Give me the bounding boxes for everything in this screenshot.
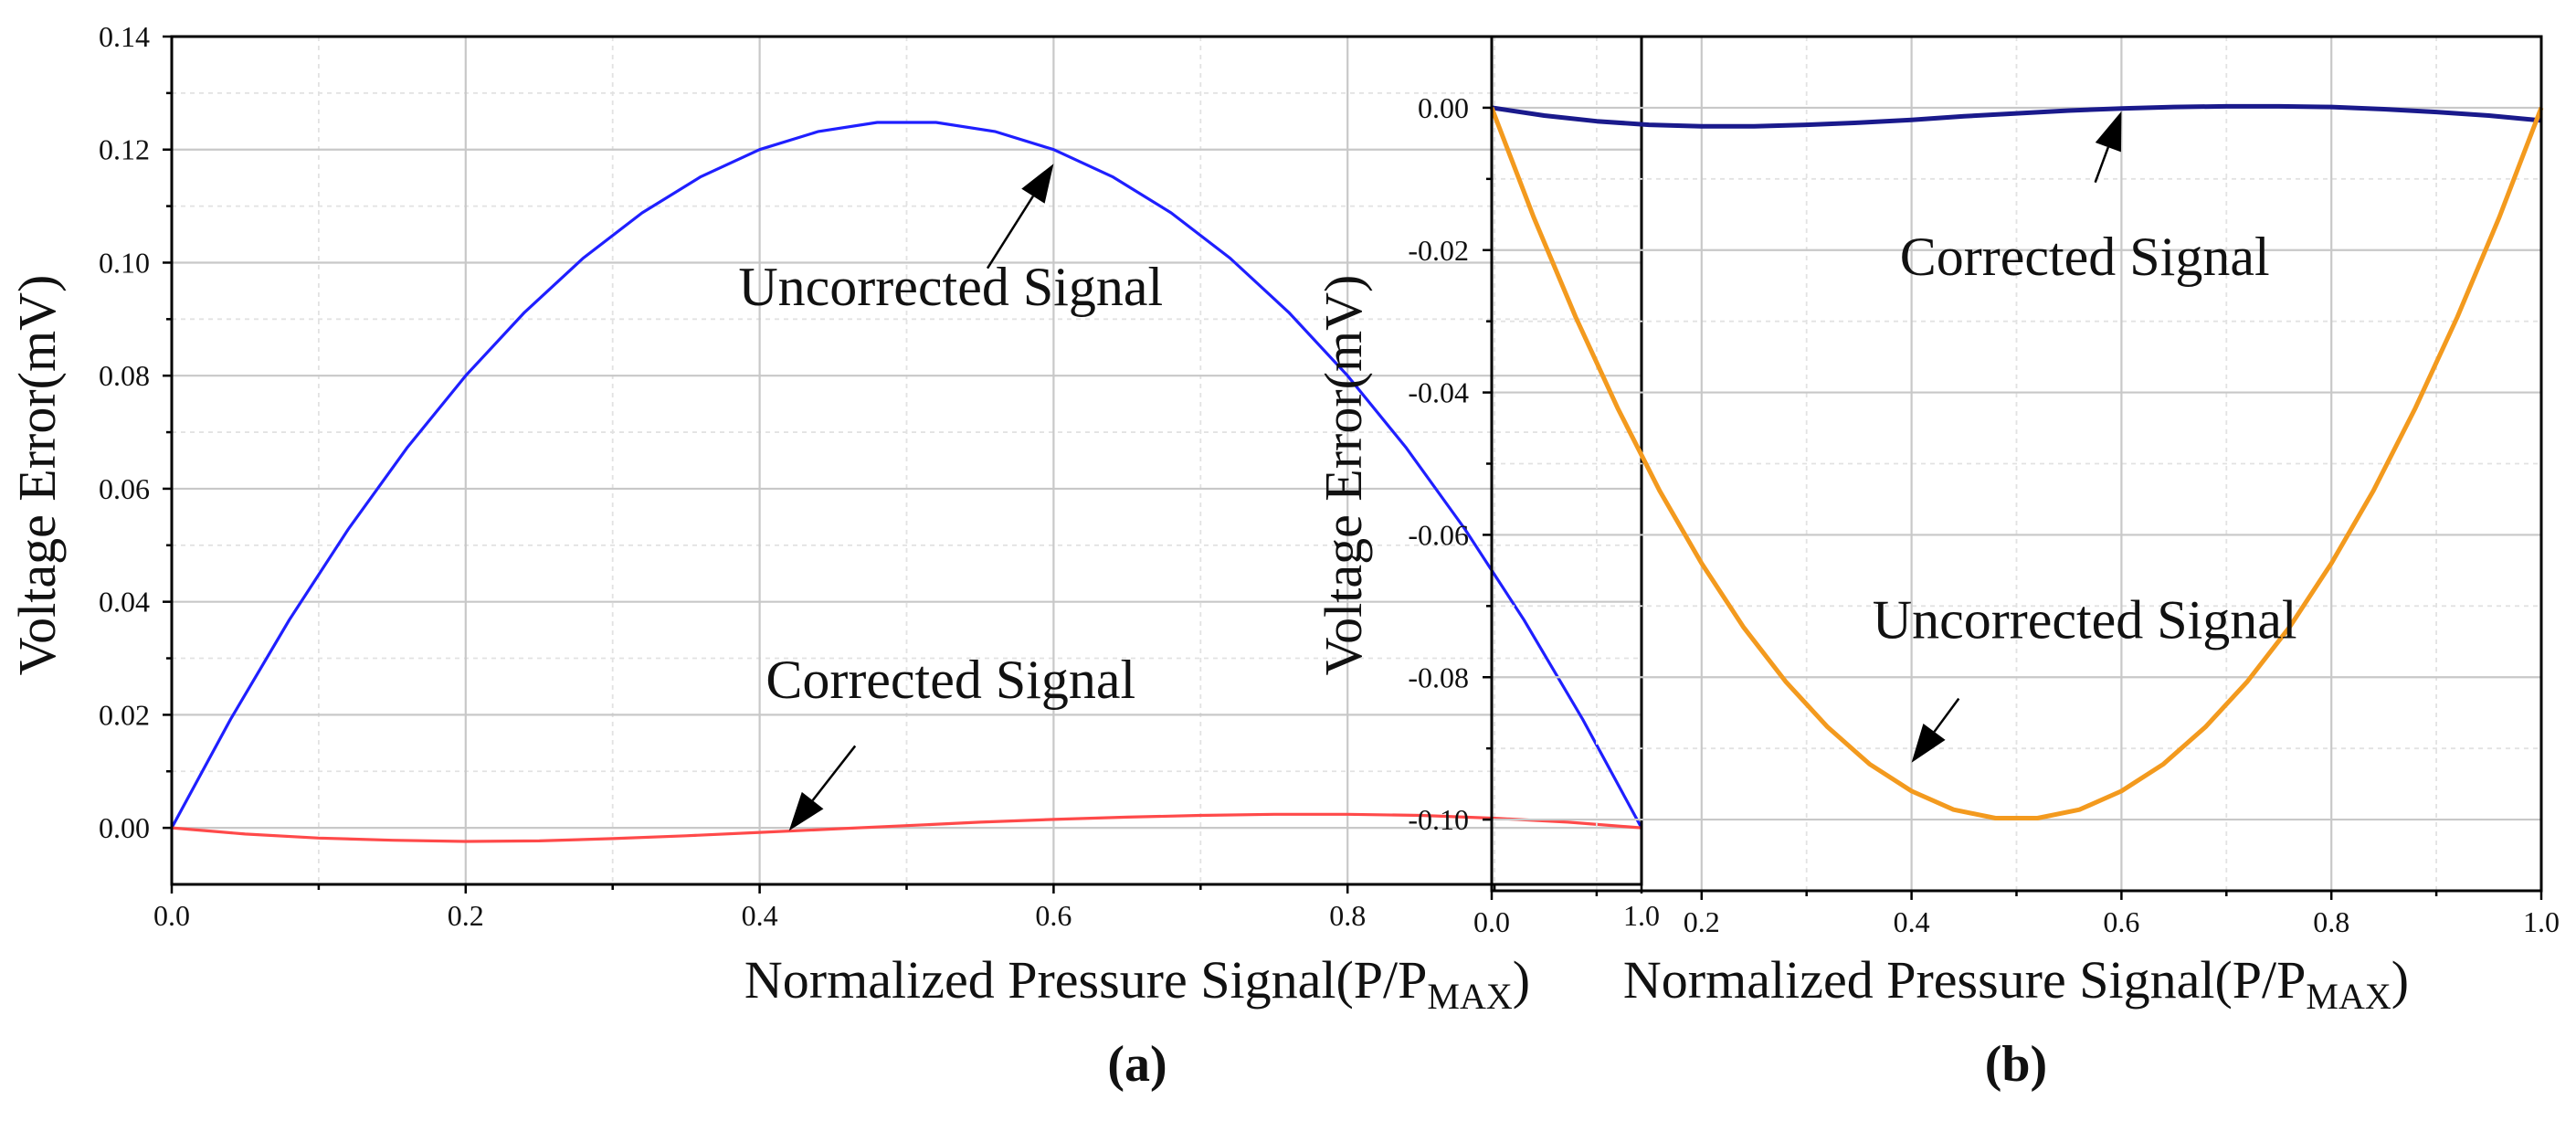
annotation-arrow-head [1911, 724, 1946, 763]
x-tick-label: 0.2 [448, 899, 484, 932]
y-tick-label: -0.08 [1408, 661, 1469, 693]
y-tick-label: 0.10 [99, 246, 150, 279]
annotation-corrected-signal: Corrected Signal [765, 650, 1135, 710]
y-tick-label: 0.12 [99, 133, 150, 166]
y-tick-label: -0.10 [1408, 803, 1469, 836]
y-tick-label: 0.00 [99, 811, 150, 844]
x-tick-label: 0.4 [1894, 905, 1930, 938]
y-tick-label: 0.14 [99, 20, 150, 53]
annotation-arrow-shaft [811, 745, 857, 801]
annotation-uncorrected-signal: Uncorrected Signal [1873, 589, 2297, 650]
x-tick-label: 1.0 [2523, 905, 2560, 938]
y-tick-label: -0.02 [1408, 234, 1469, 267]
annotation-corrected-signal: Corrected Signal [1900, 227, 2270, 287]
annotation-arrow-head [1021, 164, 1054, 204]
y-tick-label: -0.06 [1408, 518, 1469, 551]
x-tick-label: 0.6 [2103, 905, 2139, 938]
y-tick-label: 0.08 [99, 359, 150, 392]
y-tick-label: 0.02 [99, 698, 150, 731]
y-tick-label: 0.04 [99, 586, 150, 619]
chart-panel-b: 0.0 0.2 0.4 0.6 0.8 1.0 -0.10 -0.08 -0.06 -0.04 -0… [1314, 35, 2560, 1093]
y-tick-label: 0.00 [1418, 91, 1469, 124]
panel-label: (b) [1985, 1036, 2047, 1093]
x-tick-label: 1.0 [1623, 899, 1660, 932]
x-tick-label: 0.0 [153, 899, 190, 932]
x-axis-label: Normalized Pressure Signal(P/PMAX) [1623, 950, 2409, 1017]
x-tick-label: 0.8 [2313, 905, 2349, 938]
x-axis-label: Normalized Pressure Signal(P/PMAX) [744, 950, 1530, 1017]
y-tick-label: 0.06 [99, 472, 150, 505]
series-line-corrected-signal [1491, 103, 2542, 129]
annotation-arrow-shaft [986, 196, 1035, 270]
y-tick-label: -0.04 [1408, 376, 1469, 409]
panel-label: (a) [1107, 1036, 1167, 1093]
annotation-uncorrected-signal: Uncorrected Signal [738, 257, 1163, 317]
x-tick-label: 0.0 [1473, 905, 1510, 938]
annotation-arrow-shaft [2094, 146, 2110, 184]
series-line-uncorrected-signal [170, 121, 1643, 829]
x-tick-label: 0.4 [742, 899, 778, 932]
x-tick-label: 0.8 [1329, 899, 1366, 932]
annotation-arrow-shaft [1933, 697, 1960, 733]
chart-panel-a: 0.0 0.2 0.4 0.6 0.8 1.0 0.00 0.02 0.04 0.06 0.08 0.… [7, 20, 1660, 1093]
series-line-uncorrected-signal [1489, 107, 2544, 820]
x-tick-label: 0.6 [1035, 899, 1072, 932]
annotation-arrow-head [788, 791, 824, 831]
y-axis-label: Voltage Error(mV) [7, 275, 67, 676]
y-axis-label: Voltage Error(mV) [1314, 275, 1373, 676]
series-line-corrected-signal [171, 812, 1642, 843]
annotation-arrow-head [2095, 111, 2122, 153]
x-tick-label: 0.2 [1684, 905, 1720, 938]
